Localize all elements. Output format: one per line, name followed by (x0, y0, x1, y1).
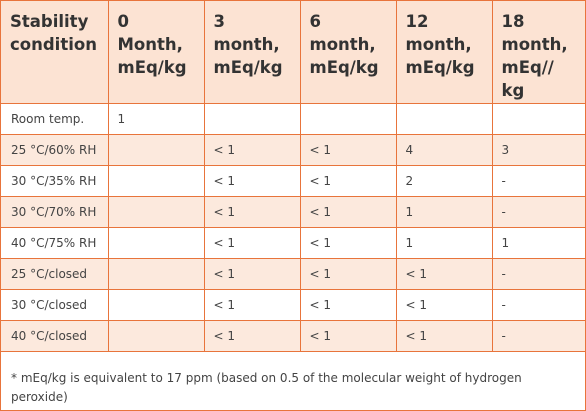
value-cell-0-month (107, 164, 205, 197)
value-cell-3-month: < 1 (203, 164, 301, 197)
value-cell-3-month (203, 102, 301, 135)
value-cell-6-month: < 1 (299, 288, 397, 321)
value-cell-3-month: < 1 (203, 257, 301, 290)
value-cell-0-month (107, 257, 205, 290)
header-line: 12 (405, 12, 429, 31)
table-row: 40 °C/closed < 1 < 1 < 1 - (1, 319, 585, 352)
header-line: mEq/kg (117, 58, 187, 77)
condition-cell: 30 °C/70% RH (1, 195, 109, 228)
value-cell-3-month: < 1 (203, 319, 301, 352)
condition-cell: 40 °C/closed (1, 319, 109, 352)
stability-table: Stability condition 0 Month, mEq/kg 3 mo… (1, 1, 585, 352)
value-cell-12-month: < 1 (395, 288, 493, 321)
value-cell-18-month: - (491, 257, 585, 290)
header-line: mEq// (501, 58, 554, 77)
table-row: 25 °C/closed < 1 < 1 < 1 - (1, 257, 585, 290)
header-stability-condition: Stability condition (1, 1, 109, 104)
condition-cell: 30 °C/closed (1, 288, 109, 321)
value-cell-3-month: < 1 (203, 195, 301, 228)
condition-cell: 25 °C/60% RH (1, 133, 109, 166)
value-cell-12-month (395, 102, 493, 135)
table-row: Room temp. 1 (1, 102, 585, 135)
header-line: condition (10, 35, 97, 54)
header-line: 18 (501, 12, 525, 31)
value-cell-18-month: - (491, 195, 585, 228)
header-6-month: 6 month, mEq/kg (299, 1, 397, 104)
value-cell-6-month (299, 102, 397, 135)
table-row: 30 °C/closed < 1 < 1 < 1 - (1, 288, 585, 321)
value-cell-18-month: 3 (491, 133, 585, 166)
header-line: 6 (309, 12, 321, 31)
value-cell-0-month (107, 195, 205, 228)
value-cell-0-month (107, 133, 205, 166)
value-cell-6-month: < 1 (299, 319, 397, 352)
table-row: 30 °C/35% RH < 1 < 1 2 - (1, 164, 585, 197)
header-line: mEq/kg (213, 58, 283, 77)
table-row: 25 °C/60% RH < 1 < 1 4 3 (1, 133, 585, 166)
value-cell-12-month: 4 (395, 133, 493, 166)
header-line: month, (213, 35, 280, 54)
header-line: mEq/kg (309, 58, 379, 77)
condition-cell: Room temp. (1, 102, 109, 135)
value-cell-12-month: < 1 (395, 257, 493, 290)
value-cell-18-month: - (491, 319, 585, 352)
header-0-month: 0 Month, mEq/kg (107, 1, 205, 104)
header-18-month: 18 month, mEq// kg (491, 1, 585, 104)
value-cell-18-month: - (491, 164, 585, 197)
header-line: Stability (10, 12, 89, 31)
value-cell-3-month: < 1 (203, 226, 301, 259)
value-cell-6-month: < 1 (299, 257, 397, 290)
condition-cell: 30 °C/35% RH (1, 164, 109, 197)
value-cell-18-month: 1 (491, 226, 585, 259)
header-3-month: 3 month, mEq/kg (203, 1, 301, 104)
value-cell-0-month: 1 (107, 102, 205, 135)
header-line: month, (309, 35, 376, 54)
value-cell-18-month (491, 102, 585, 135)
header-line: kg (501, 81, 525, 100)
value-cell-6-month: < 1 (299, 133, 397, 166)
header-12-month: 12 month, mEq/kg (395, 1, 493, 104)
header-line: 0 (117, 12, 129, 31)
value-cell-0-month (107, 319, 205, 352)
table-row: 40 °C/75% RH < 1 < 1 1 1 (1, 226, 585, 259)
value-cell-0-month (107, 226, 205, 259)
header-line: month, (501, 35, 568, 54)
table-footnote: * mEq/kg is equivalent to 17 ppm (based … (1, 365, 585, 410)
value-cell-12-month: 2 (395, 164, 493, 197)
value-cell-6-month: < 1 (299, 164, 397, 197)
value-cell-12-month: < 1 (395, 319, 493, 352)
value-cell-6-month: < 1 (299, 226, 397, 259)
value-cell-12-month: 1 (395, 195, 493, 228)
value-cell-18-month: - (491, 288, 585, 321)
header-line: 3 (213, 12, 225, 31)
value-cell-6-month: < 1 (299, 195, 397, 228)
header-line: month, (405, 35, 472, 54)
header-line: mEq/kg (405, 58, 475, 77)
table-row: 30 °C/70% RH < 1 < 1 1 - (1, 195, 585, 228)
value-cell-12-month: 1 (395, 226, 493, 259)
header-line: Month, (117, 35, 183, 54)
value-cell-0-month (107, 288, 205, 321)
value-cell-3-month: < 1 (203, 133, 301, 166)
condition-cell: 40 °C/75% RH (1, 226, 109, 259)
value-cell-3-month: < 1 (203, 288, 301, 321)
header-row: Stability condition 0 Month, mEq/kg 3 mo… (1, 1, 585, 104)
condition-cell: 25 °C/closed (1, 257, 109, 290)
